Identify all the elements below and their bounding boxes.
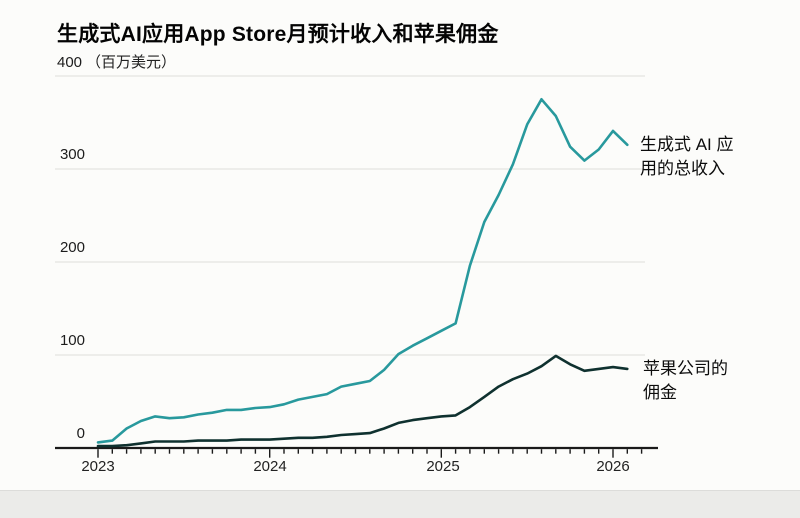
x-axis-label-2025: 2025 bbox=[426, 458, 460, 475]
y-axis-tick-400: 400 bbox=[57, 54, 83, 71]
x-axis-label-2024: 2024 bbox=[253, 458, 287, 475]
annotation-commission-line1: 苹果公司的 bbox=[643, 359, 728, 378]
y-axis-tick-100: 100 bbox=[59, 332, 85, 349]
y-axis-top-label: 400 （百万美元） bbox=[57, 51, 176, 72]
revenue-line bbox=[96, 98, 629, 444]
y-axis-tick-0: 0 bbox=[76, 425, 85, 442]
annotation-commission: 苹果公司的 佣金 bbox=[643, 357, 728, 405]
annotation-revenue-line2: 用的总收入 bbox=[640, 159, 725, 178]
commission-line bbox=[96, 354, 629, 448]
annotation-commission-line2: 佣金 bbox=[643, 383, 677, 402]
bottom-strip bbox=[0, 490, 800, 518]
chart-title: 生成式AI应用App Store月预计收入和苹果佣金 bbox=[57, 23, 499, 46]
x-axis-label-2026: 2026 bbox=[596, 458, 630, 475]
y-axis-tick-200: 200 bbox=[59, 239, 85, 256]
unit-label: （百万美元） bbox=[86, 54, 177, 71]
annotation-revenue-line1: 生成式 AI 应 bbox=[640, 135, 734, 154]
y-axis-tick-300: 300 bbox=[59, 146, 85, 163]
x-axis-label-2023: 2023 bbox=[81, 458, 115, 475]
annotation-revenue: 生成式 AI 应 用的总收入 bbox=[640, 133, 734, 181]
